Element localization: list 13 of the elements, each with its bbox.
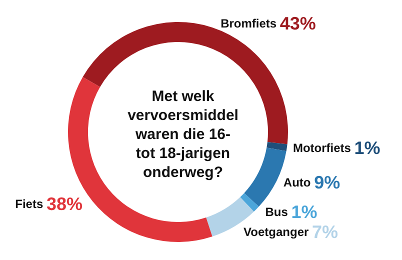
- data-label: 38%: [46, 194, 83, 214]
- data-label: 9%: [314, 172, 340, 193]
- slice-label: Bromfiets: [220, 16, 277, 31]
- slice-label: Voetganger: [244, 224, 310, 239]
- slice-label: Bus: [265, 204, 288, 219]
- data-label: 43%: [280, 14, 316, 34]
- data-label: 7%: [312, 222, 338, 242]
- slice-label: Fiets: [15, 196, 44, 211]
- text: Met welk vervoersmiddel waren die 16- tot 18-jarigen onderweg?: [128, 88, 238, 181]
- data-label: 1%: [291, 202, 318, 222]
- slice-label: Motorfiets: [292, 141, 352, 156]
- slice-label: Auto: [283, 176, 311, 190]
- data-label: 1%: [354, 138, 380, 158]
